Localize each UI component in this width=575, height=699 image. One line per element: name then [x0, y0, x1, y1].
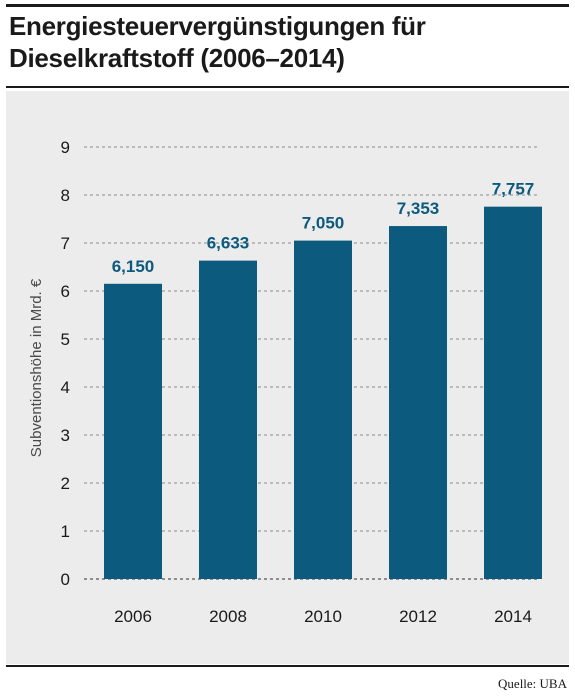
chart-title: Energiesteuervergünstigungen für Dieselk… [9, 10, 564, 74]
top-rule [6, 4, 569, 7]
y-tick-label: 2 [61, 474, 70, 493]
x-tick-label: 2012 [399, 607, 437, 626]
bar-2006 [104, 283, 162, 579]
y-tick-label: 4 [61, 378, 70, 397]
chart-title-line-2: Dieselkraftstoff (2006–2014) [9, 43, 345, 73]
x-tick-label: 2014 [494, 607, 532, 626]
bar-2010 [294, 240, 352, 579]
y-tick-label: 9 [61, 138, 70, 157]
data-label-2012: 7,353 [397, 199, 440, 218]
y-axis-label: Subventionshöhe in Mrd. € [28, 278, 45, 457]
x-tick-label: 2006 [114, 607, 152, 626]
data-label-2008: 6,633 [207, 234, 250, 253]
chart-title-line-1: Energiesteuervergünstigungen für [9, 11, 426, 41]
y-tick-label: 8 [61, 186, 70, 205]
y-tick-label: 1 [61, 522, 70, 541]
bar-2014 [484, 206, 542, 579]
y-tick-label: 6 [61, 282, 70, 301]
data-label-2010: 7,050 [302, 214, 345, 233]
bottom-rule [6, 665, 569, 667]
bar-2008 [199, 260, 257, 579]
y-tick-label: 5 [61, 330, 70, 349]
x-tick-label: 2010 [304, 607, 342, 626]
title-rule [6, 86, 569, 88]
y-tick-label: 3 [61, 426, 70, 445]
bar-2012 [389, 226, 447, 579]
source-note: Quelle: UBA [498, 676, 567, 691]
y-tick-label: 0 [61, 570, 70, 589]
x-tick-label: 2008 [209, 607, 247, 626]
y-tick-label: 7 [61, 234, 70, 253]
chart-panel [6, 91, 569, 664]
data-label-2014: 7,757 [492, 180, 535, 199]
data-label-2006: 6,150 [112, 257, 155, 276]
